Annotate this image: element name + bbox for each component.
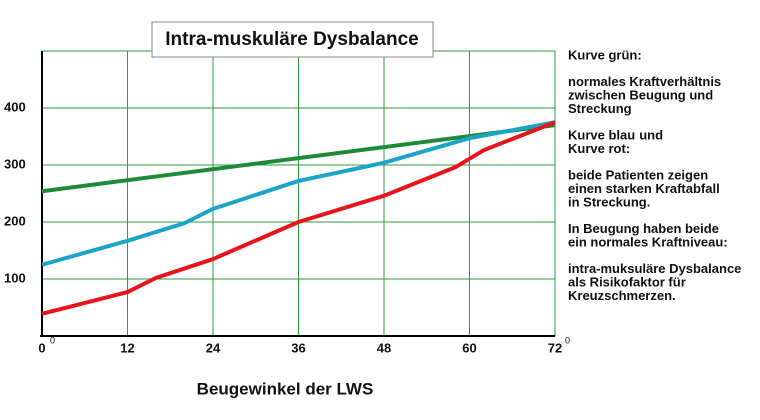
x-tick-label: 72 xyxy=(548,340,562,355)
x-tick-label: 36 xyxy=(291,340,305,355)
x-tick-label: 0 xyxy=(38,340,45,355)
y-tick-label: 400 xyxy=(4,99,26,114)
note-text: intra-muksuläre Dysbalance xyxy=(568,261,741,276)
note-text: und xyxy=(639,127,663,142)
x-axis-label: Beugewinkel der LWS xyxy=(197,379,374,398)
y-tick-label: 300 xyxy=(4,156,26,171)
note-text: in Streckung. xyxy=(568,194,650,209)
x-tick-label: 48 xyxy=(377,340,391,355)
note-text: beide Patienten zeigen xyxy=(568,167,708,182)
note-text: Streckung xyxy=(568,101,632,116)
note-text: zwischen Beugung und xyxy=(568,87,713,102)
legend-label: Kurve blau xyxy=(568,127,635,142)
data-line xyxy=(41,120,556,267)
degree-mark: 0 xyxy=(565,335,570,345)
x-tick-label: 24 xyxy=(206,340,221,355)
y-tick-label: 100 xyxy=(4,270,26,285)
x-tick-label: 12 xyxy=(120,340,134,355)
note-text: Kurve grün: xyxy=(568,47,642,62)
note-text: normales Kraftverhältnis xyxy=(568,74,721,89)
degree-mark: 0 xyxy=(50,335,55,345)
note-text: Kreuzschmerzen. xyxy=(568,288,676,303)
data-line xyxy=(41,123,556,194)
note-text: ein normales Kraftniveau: xyxy=(568,234,728,249)
note-text: einen starken Kraftabfall xyxy=(568,181,720,196)
data-line xyxy=(41,120,556,316)
note-text: Kurve rot: xyxy=(568,141,630,156)
note-text: als Risikofaktor für xyxy=(568,274,686,289)
y-tick-label: 200 xyxy=(4,213,26,228)
note-text: In Beugung haben beide xyxy=(568,221,719,236)
x-tick-label: 60 xyxy=(462,340,476,355)
title-box xyxy=(151,21,434,58)
plot-area xyxy=(40,50,556,337)
chart-title: Intra-muskuläre Dysbalance xyxy=(165,29,418,50)
